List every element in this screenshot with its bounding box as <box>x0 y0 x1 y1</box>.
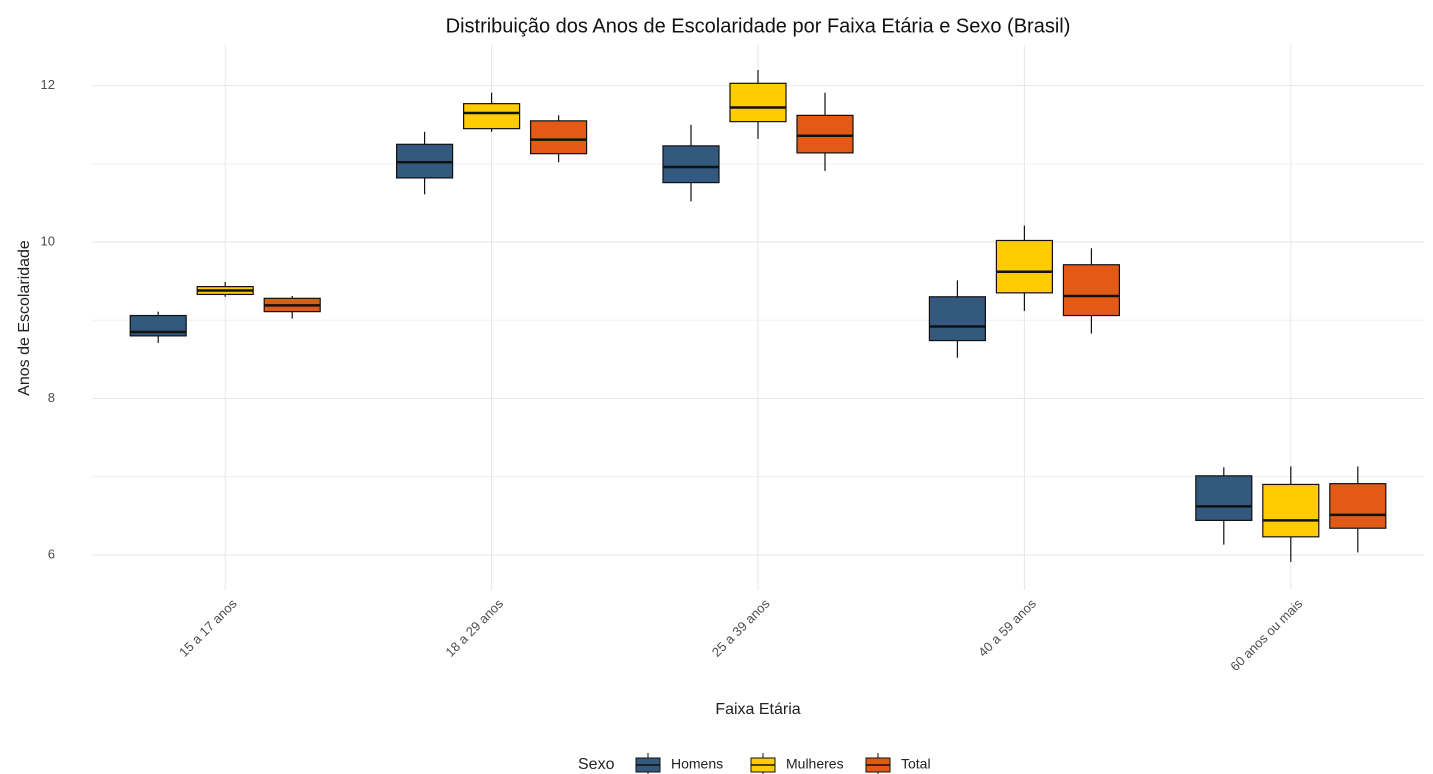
x-tick-label: 18 a 29 anos <box>442 596 506 660</box>
x-tick-label: 40 a 59 anos <box>975 596 1039 660</box>
legend-title: Sexo <box>578 756 615 773</box>
y-axis-title: Anos de Escolaridade <box>16 240 33 396</box>
legend-label: Homens <box>671 756 723 772</box>
box <box>995 239 1054 294</box>
chart-title: Distribuição dos Anos de Escolaridade po… <box>446 15 1071 37</box>
box <box>529 120 588 155</box>
box <box>1329 483 1387 529</box>
box <box>729 82 787 123</box>
x-tick-label: 15 a 17 anos <box>176 596 240 660</box>
box <box>662 145 720 184</box>
x-axis-title: Faixa Etária <box>715 701 800 718</box>
y-tick-label: 6 <box>48 546 55 561</box>
grid <box>92 45 1424 590</box>
legend-label: Mulheres <box>786 756 844 772</box>
x-tick-label: 25 a 39 anos <box>709 596 773 660</box>
box <box>796 114 854 154</box>
box <box>1195 475 1253 522</box>
y-tick-label: 8 <box>48 390 55 405</box>
box <box>1062 264 1121 317</box>
box <box>1262 483 1320 538</box>
y-tick-label: 10 <box>41 233 55 248</box>
legend-label: Total <box>901 756 931 772</box>
y-tick-label: 12 <box>41 77 55 92</box>
box <box>463 103 521 130</box>
x-tick-label: 60 anos ou mais <box>1227 596 1305 674</box>
box <box>928 296 987 342</box>
